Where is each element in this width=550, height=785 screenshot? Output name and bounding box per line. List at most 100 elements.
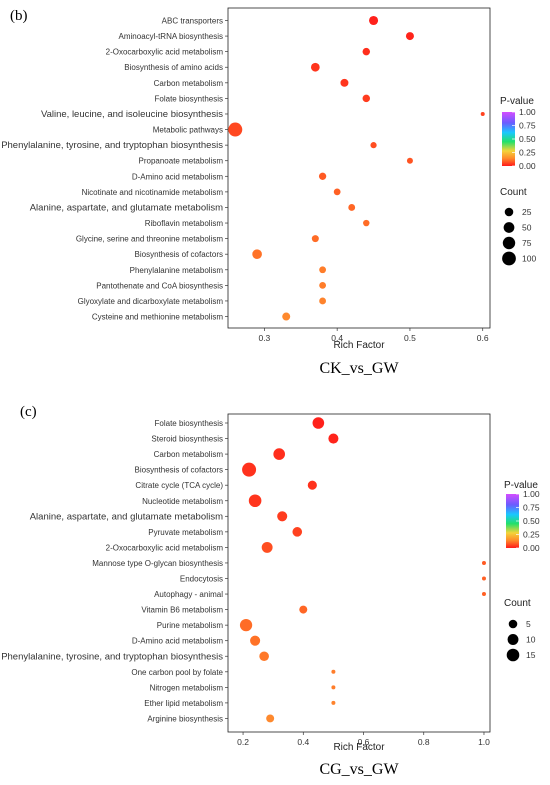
category-label: Alanine, aspartate, and glutamate metabo… [30,202,223,213]
category-label: Pantothenate and CoA biosynthesis [96,281,223,290]
size-legend-dot [503,222,515,233]
data-point [481,576,486,581]
data-point [319,297,327,305]
size-legend-dot [506,648,520,662]
data-point [318,172,327,180]
data-point [481,592,486,597]
category-label: One carbon pool by folate [131,668,223,677]
x-tick-label: 0.6 [477,333,489,343]
category-label: Endocytosis [180,575,223,584]
size-legend-dot [502,236,516,250]
panel-letter: (c) [20,404,37,420]
data-point [480,111,485,116]
data-point [252,249,262,260]
plot-frame [227,7,491,329]
data-point [333,188,341,196]
x-tick-label: 1.0 [478,737,490,747]
x-tick-label: 0.4 [331,333,343,343]
data-point [331,700,336,705]
data-point [250,635,261,646]
category-label: Ether lipid metabolism [144,699,223,708]
category-label: Glyoxylate and dicarboxylate metabolism [78,297,224,306]
data-point [348,204,356,211]
size-legend-dot [502,251,516,266]
data-point [282,312,291,321]
data-point [328,433,339,444]
x-tick-label: 0.4 [297,737,309,747]
color-scale-label: 0.50 [523,516,540,526]
data-point [273,448,285,460]
data-point [481,560,486,565]
category-label: Phenylalanine metabolism [130,266,224,275]
category-label: Biosynthesis of amino acids [124,63,223,72]
category-label: Cysteine and methionine metabolism [92,313,224,322]
size-legend-label: 75 [522,238,532,248]
category-label: 2-Oxocarboxylic acid metabolism [106,48,224,57]
size-legend-label: 5 [526,619,531,629]
chart-caption: CG_vs_GW [319,761,399,778]
category-label: Nicotinate and nicotinamide metabolism [82,188,224,197]
data-point [228,122,243,137]
category-label: Carbon metabolism [154,450,224,459]
category-label: 2-Oxocarboxylic acid metabolism [106,543,224,552]
data-point [242,462,257,477]
x-axis-title: Rich Factor [333,340,385,351]
x-tick-label: 0.6 [358,737,370,747]
data-point [239,619,253,632]
category-label: Steroid biosynthesis [151,435,223,444]
data-point [277,511,288,522]
size-legend-title: Count [504,598,531,609]
category-label: Metabolic pathways [153,126,223,135]
category-label: Arginine biosynthesis [147,714,223,723]
data-point [292,527,303,537]
data-point [331,685,336,690]
size-legend-label: 25 [522,207,532,217]
size-legend-dot [508,619,518,629]
category-label: Vitamin B6 metabolism [141,606,223,615]
category-label: Biosynthesis of cofactors [135,466,223,475]
color-legend-title: P-value [504,480,538,491]
data-point [299,605,308,614]
data-point [362,94,371,103]
category-label: Propanoate metabolism [139,157,224,166]
category-label: Valine, leucine, and isoleucine biosynth… [41,109,223,120]
data-point [311,235,319,243]
data-point [261,541,273,553]
category-label: Alanine, aspartate, and glutamate metabo… [30,511,223,522]
x-tick-label: 0.8 [418,737,430,747]
plot-frame [227,413,491,733]
data-point [370,142,377,149]
x-axis-title: Rich Factor [333,742,385,753]
x-tick-label: 0.2 [237,737,249,747]
color-scale-bar [502,112,515,166]
category-label: Phenylalanine, tyrosine, and tryptophan … [1,651,223,662]
data-point [248,494,262,508]
category-label: Glycine, serine and threonine metabolism [76,235,224,244]
color-legend-title: P-value [500,96,534,107]
data-point [340,78,349,87]
data-point [310,62,320,72]
color-scale-label: 0.00 [519,161,536,171]
color-scale-label: 0.75 [519,121,536,131]
category-label: Biosynthesis of cofactors [135,250,223,259]
category-label: D-Amino acid metabolism [132,172,223,181]
data-point [319,266,327,274]
chart-panel-c: (c) Folate biosynthesis Steroid biosynthes… [1,404,540,778]
category-label: Citrate cycle (TCA cycle) [135,481,223,490]
color-scale-label: 0.75 [523,503,540,513]
category-label: Folate biosynthesis [155,94,223,103]
category-label: Phenylalanine, tyrosine, and tryptophan … [1,140,223,151]
category-label: Folate biosynthesis [155,419,223,428]
category-label: Nucleotide metabolism [142,497,223,506]
category-label: Autophagy - animal [154,590,223,599]
data-point [312,417,325,429]
size-legend-label: 100 [522,254,536,264]
x-tick-label: 0.5 [404,333,416,343]
color-scale-bar [506,494,519,548]
data-point [363,219,370,227]
color-scale-label: 0.25 [519,148,536,158]
category-label: Pyruvate metabolism [148,528,223,537]
size-legend-label: 50 [522,223,532,233]
x-tick-label: 0.3 [258,333,270,343]
category-label: Nitrogen metabolism [150,683,224,692]
